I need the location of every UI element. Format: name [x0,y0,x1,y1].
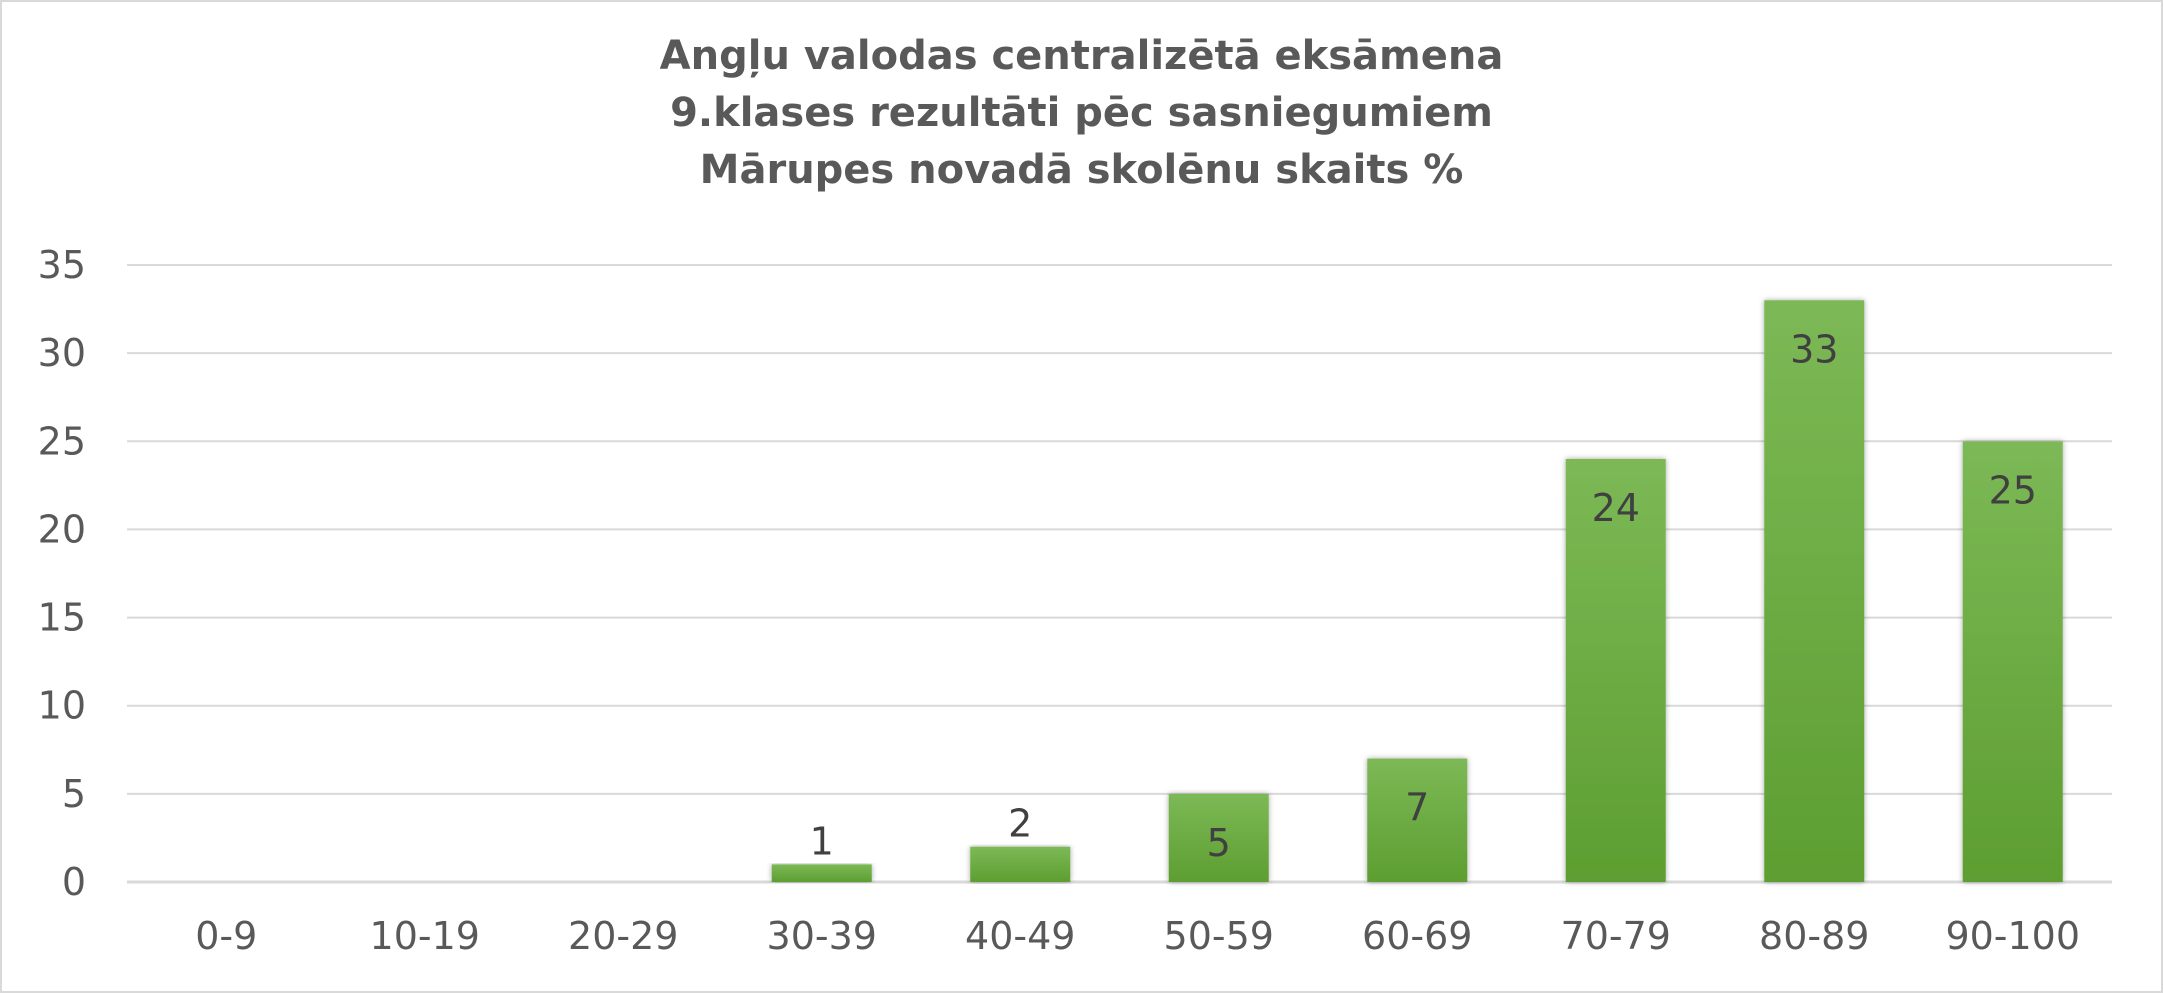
y-tick-label: 5 [62,772,86,816]
chart-title: Angļu valodas centralizētā eksāmena 9.kl… [0,28,2163,199]
x-tick-label: 70-79 [1561,914,1671,958]
chart-title-line-1: Angļu valodas centralizētā eksāmena [659,33,1504,79]
x-tick-label: 50-59 [1164,914,1274,958]
x-tick-label: 80-89 [1759,914,1869,958]
x-tick-label: 0-9 [195,914,257,958]
y-tick-label: 25 [38,419,86,463]
x-tick-label: 90-100 [1945,914,2080,958]
y-tick-label: 10 [38,684,86,728]
bar-30-39 [771,864,872,882]
x-tick-label: 30-39 [767,914,877,958]
bar-50-59 [1168,793,1269,882]
bar-80-89 [1764,300,1865,882]
data-label-30-39: 1 [810,819,834,863]
data-label-40-49: 2 [1008,802,1032,846]
x-axis-ticks: 0-9 10-19 20-29 30-39 40-49 50-59 60-69 70-79 80… [195,914,2080,958]
y-axis-ticks: 0 5 10 15 20 25 30 35 [38,243,86,904]
bar-70-79 [1565,458,1666,882]
chart-title-line-2: 9.klases rezultāti pēc sasniegumiem [670,90,1493,136]
x-tick-label: 60-69 [1362,914,1472,958]
x-tick-label: 10-19 [370,914,480,958]
y-tick-label: 20 [38,507,86,551]
x-tick-label: 40-49 [965,914,1075,958]
chart-title-line-3: Mārupes novadā skolēnu skaits % [699,147,1464,193]
y-tick-label: 30 [38,331,86,375]
data-label-50-59: 5 [1207,821,1231,865]
y-tick-label: 35 [38,243,86,287]
bar-90-100 [1962,441,2063,882]
y-tick-label: 0 [62,860,86,904]
y-tick-label: 15 [38,596,86,640]
data-label-90-100: 25 [1989,468,2037,512]
bar-40-49 [970,846,1071,882]
data-label-60-69: 7 [1405,786,1429,830]
bar-60-69 [1367,758,1468,882]
x-tick-label: 20-29 [568,914,678,958]
data-label-70-79: 24 [1592,486,1640,530]
data-label-80-89: 33 [1790,327,1838,371]
